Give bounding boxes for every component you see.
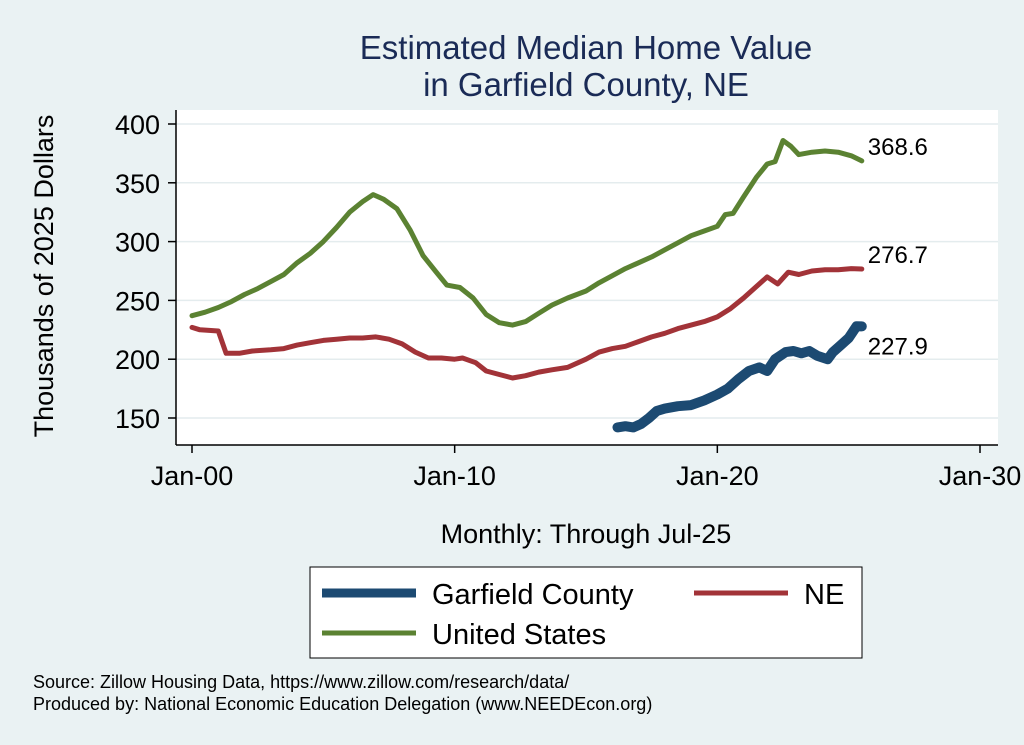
plot-area (176, 110, 998, 445)
series-line-ne (189, 266, 865, 381)
y-tick-label-150: 150 (115, 404, 160, 434)
x-tick-label-3: Jan-30 (939, 461, 1022, 491)
chart-title-line-2: in Garfield County, NE (423, 66, 749, 103)
series-line-garfield-county (612, 321, 867, 433)
y-tick-label-200: 200 (115, 345, 160, 375)
x-axis-label: Monthly: Through Jul-25 (441, 519, 732, 549)
producer-note: Produced by: National Economic Education… (33, 694, 652, 714)
axes: 150 200 250 300 350 400 Jan-00 Jan-10 Jan-20 Jan-… (115, 110, 1021, 491)
y-axis-label: Thousands of 2025 Dollars (29, 115, 59, 438)
source-note: Source: Zillow Housing Data, https://www… (33, 672, 569, 692)
end-labels: 368.6 276.7 227.9 (868, 134, 928, 360)
chart-title-line-1: Estimated Median Home Value (360, 29, 812, 66)
y-tick-label-300: 300 (115, 228, 160, 258)
legend-label-us: United States (432, 619, 606, 651)
x-tick-label-0: Jan-00 (151, 461, 234, 491)
x-tick-label-1: Jan-10 (413, 461, 496, 491)
series-line-united-states (189, 138, 865, 328)
x-tick-label-2: Jan-20 (676, 461, 759, 491)
end-label-united-states: 368.6 (868, 134, 928, 161)
legend-label-ne: NE (804, 579, 844, 611)
series-lines (189, 138, 867, 433)
y-tick-label-350: 350 (115, 169, 160, 199)
end-label-garfield-county: 227.9 (868, 333, 928, 360)
y-tick-label-250: 250 (115, 286, 160, 316)
legend: Garfield County NE United States (309, 566, 863, 659)
legend-box (309, 566, 863, 659)
legend-label-garfield: Garfield County (432, 579, 634, 611)
end-label-ne: 276.7 (868, 242, 928, 269)
y-tick-label-400: 400 (115, 110, 160, 140)
